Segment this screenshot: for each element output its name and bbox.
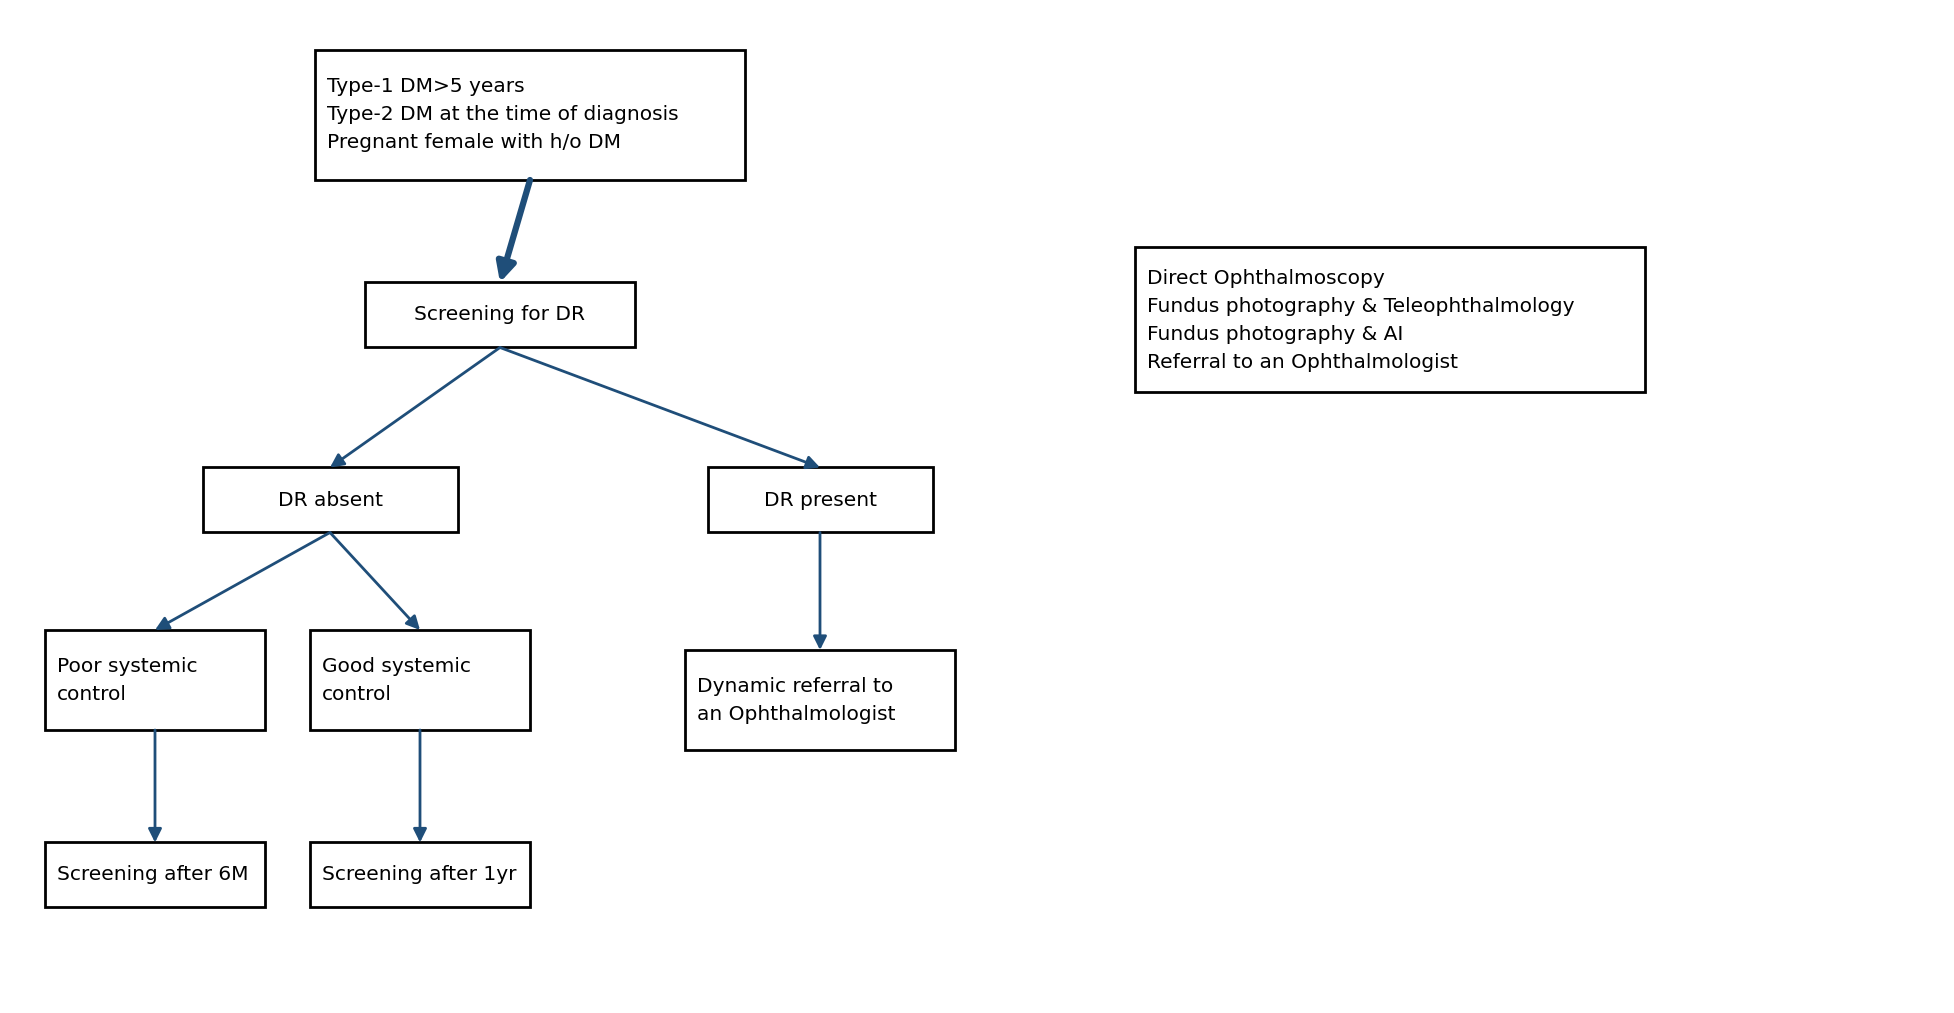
FancyBboxPatch shape	[707, 468, 932, 533]
Text: DR absent: DR absent	[277, 490, 383, 510]
FancyBboxPatch shape	[311, 630, 530, 730]
Text: Screening after 6M: Screening after 6M	[57, 865, 248, 884]
Text: Type-1 DM>5 years
Type-2 DM at the time of diagnosis
Pregnant female with h/o DM: Type-1 DM>5 years Type-2 DM at the time …	[326, 78, 678, 153]
FancyBboxPatch shape	[311, 843, 530, 908]
Text: Poor systemic
control: Poor systemic control	[57, 656, 197, 703]
FancyBboxPatch shape	[45, 843, 266, 908]
Text: Screening for DR: Screening for DR	[414, 306, 586, 324]
FancyBboxPatch shape	[315, 50, 744, 180]
Text: DR present: DR present	[764, 490, 877, 510]
FancyBboxPatch shape	[45, 630, 266, 730]
FancyBboxPatch shape	[365, 283, 635, 347]
Text: Good systemic
control: Good systemic control	[322, 656, 471, 703]
FancyBboxPatch shape	[203, 468, 457, 533]
Text: Direct Ophthalmoscopy
Fundus photography & Teleophthalmology
Fundus photography : Direct Ophthalmoscopy Fundus photography…	[1147, 268, 1575, 372]
FancyBboxPatch shape	[686, 650, 956, 750]
Text: Screening after 1yr: Screening after 1yr	[322, 865, 516, 884]
Text: Dynamic referral to
an Ophthalmologist: Dynamic referral to an Ophthalmologist	[698, 677, 895, 723]
FancyBboxPatch shape	[1135, 247, 1645, 392]
